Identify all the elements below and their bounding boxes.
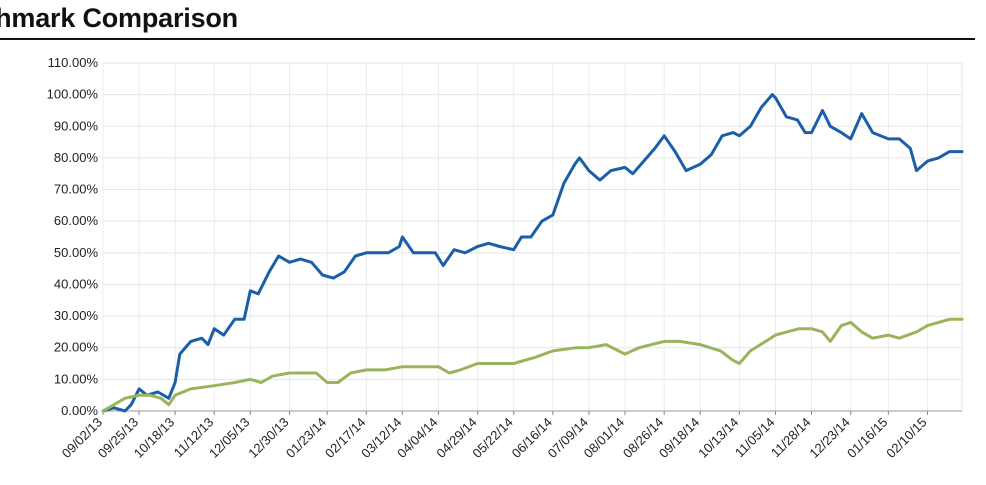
x-tick-label: 12/23/14 xyxy=(806,415,852,461)
chart-title-bar: nchmark Comparison xyxy=(0,0,986,40)
y-tick-label: 30.00% xyxy=(54,308,99,323)
series-lines xyxy=(101,93,964,413)
y-tick-label: 40.00% xyxy=(54,276,99,291)
series-line-2 xyxy=(101,317,964,413)
x-tick-label: 09/18/14 xyxy=(656,415,702,461)
y-tick-label: 60.00% xyxy=(54,213,99,228)
y-tick-label: 110.00% xyxy=(48,55,99,70)
x-tick-label: 10/13/14 xyxy=(695,415,741,461)
x-tick-label: 10/18/13 xyxy=(131,415,177,461)
y-tick-label: 80.00% xyxy=(54,150,99,165)
x-tick-label: 12/30/13 xyxy=(245,415,291,461)
x-tick-label: 04/04/14 xyxy=(394,415,440,461)
y-tick-label: 0.00% xyxy=(61,403,98,418)
y-tick-label: 10.00% xyxy=(54,371,99,386)
series-line-1 xyxy=(101,93,964,413)
y-tick-label: 100.00% xyxy=(47,87,99,102)
y-tick-label: 20.00% xyxy=(54,340,99,355)
y-tick-label: 50.00% xyxy=(54,245,99,260)
x-tick-label: 08/01/14 xyxy=(581,415,627,461)
chart-title: nchmark Comparison xyxy=(0,3,238,33)
title-underline xyxy=(0,38,975,40)
x-tick-label: 12/05/13 xyxy=(206,415,252,461)
x-tick-label: 05/22/14 xyxy=(469,415,515,461)
y-axis: 0.00% 10.00% 20.00% 30.00% 40.00% 50.00% 60.00… xyxy=(47,55,99,418)
x-tick-label: 02/10/15 xyxy=(883,415,929,461)
y-tick-label: 90.00% xyxy=(54,118,99,133)
y-tick-label: 70.00% xyxy=(54,182,99,197)
x-tick-label: 01/23/14 xyxy=(283,415,329,461)
x-tick-label: 01/16/15 xyxy=(844,415,890,461)
x-tick-label: 11/28/14 xyxy=(768,415,814,461)
x-axis: 09/02/1309/25/1310/18/1311/12/1312/05/13… xyxy=(59,410,962,461)
